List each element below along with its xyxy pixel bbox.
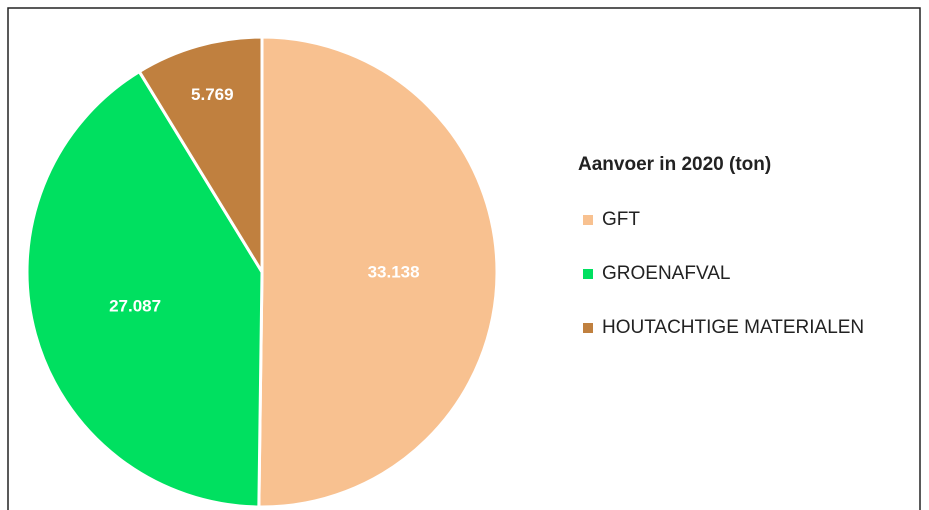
legend-label: GFT [602, 209, 640, 230]
pie-slice [25, 69, 264, 509]
data-label: 5.769 [191, 85, 234, 104]
data-label: 33.138 [368, 262, 420, 281]
pie-slice [257, 35, 499, 509]
legend-label: GROENAFVAL [602, 263, 730, 284]
legend-swatch [583, 323, 593, 333]
legend-label: HOUTACHTIGE MATERIALEN [602, 317, 864, 338]
legend-swatch [583, 215, 593, 225]
pie-slice [137, 35, 264, 278]
data-label: 27.087 [109, 296, 161, 315]
legend-title: Aanvoer in 2020 (ton) [578, 154, 771, 175]
legend-swatch [583, 269, 593, 279]
